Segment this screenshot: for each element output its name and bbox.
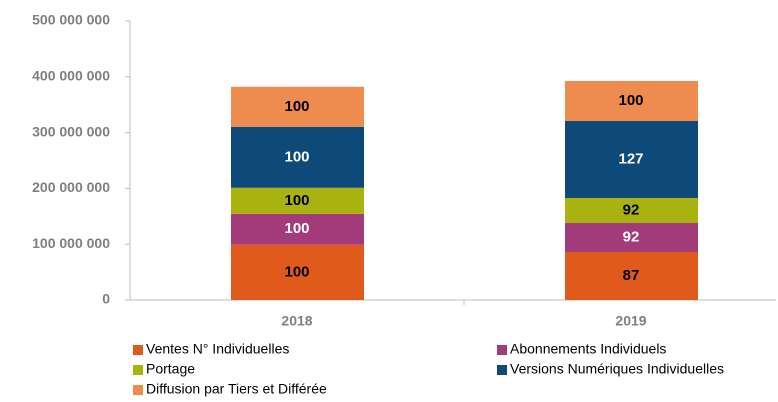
data-label: 100 (284, 220, 309, 237)
bar-segment (231, 213, 364, 245)
y-tick-label: 500 000 000 (32, 12, 110, 28)
legend-swatch (133, 365, 143, 375)
data-label: 87 (623, 267, 640, 284)
legend-label: Ventes N° Individuelles (146, 341, 289, 357)
data-label: 100 (618, 92, 643, 109)
data-label: 127 (618, 150, 643, 167)
bar-segment (231, 86, 364, 127)
y-tick-label: 400 000 000 (32, 68, 110, 84)
bar-segment (565, 252, 698, 300)
y-tick-label: 300 000 000 (32, 123, 110, 139)
data-label: 100 (284, 148, 309, 165)
x-tick-label: 2019 (615, 313, 646, 329)
bar-segment (565, 222, 698, 253)
legend-swatch (497, 365, 507, 375)
legend-label: Portage (146, 361, 195, 377)
legend-swatch (133, 345, 143, 355)
bar-segment (565, 120, 698, 198)
y-tick-label: 0 (102, 291, 110, 307)
bar-segment (565, 197, 698, 223)
data-label: 100 (284, 98, 309, 115)
legend-label: Versions Numériques Individuelles (510, 361, 724, 377)
y-tick-label: 100 000 000 (32, 235, 110, 251)
legend-label: Abonnements Individuels (510, 341, 666, 357)
legend-swatch (133, 385, 143, 395)
bar-segment (231, 244, 364, 300)
bar-segment (231, 187, 364, 214)
bar-segment (565, 80, 698, 121)
y-tick-label: 200 000 000 (32, 179, 110, 195)
data-label: 100 (284, 263, 309, 280)
legend-swatch (497, 345, 507, 355)
data-label: 100 (284, 192, 309, 209)
x-tick-label: 2018 (281, 313, 312, 329)
data-label: 92 (623, 201, 640, 218)
bar-segment (231, 126, 364, 188)
data-label: 92 (623, 228, 640, 245)
legend-label: Diffusion par Tiers et Différée (146, 381, 327, 397)
